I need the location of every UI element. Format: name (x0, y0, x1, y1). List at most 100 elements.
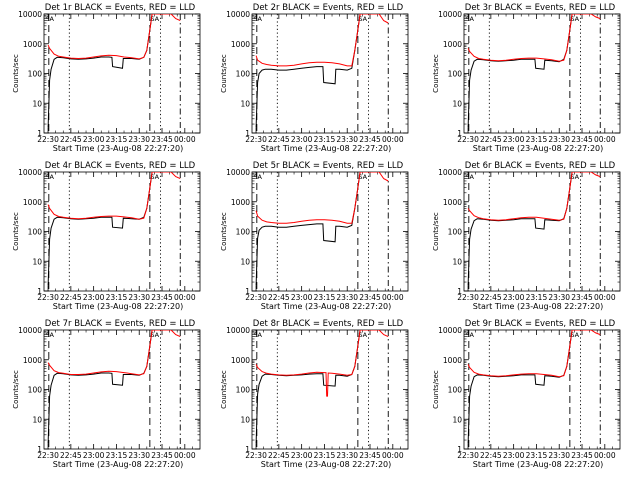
x-axis-label: Start Time (23-Aug-08 22:27:20) (53, 302, 184, 311)
x-tick-label: 00:00 (594, 135, 616, 144)
chart-panel: Det 4r BLACK = Events, RED = LLD 1 10 100 10… (12, 161, 201, 311)
x-tick-label: 00:00 (594, 451, 616, 460)
chart-panel: Det 6r BLACK = Events, RED = LLD 1 10 100 10… (432, 161, 621, 311)
lld-rate-line (467, 330, 601, 378)
chart-title: Det 1r BLACK = Events, RED = LLD (45, 3, 196, 13)
x-axis-label: Start Time (23-Aug-08 22:27:20) (473, 302, 604, 311)
x-tick-label: 23:00 (503, 293, 525, 302)
y-tick-label: 10000 (226, 10, 250, 19)
saa-flag-label: SA (253, 331, 262, 339)
lld-rate-line (47, 14, 181, 60)
x-tick-label: 23:45 (359, 135, 381, 144)
x-tick-label: 22:30 (457, 135, 479, 144)
y-tick-label: 1 (37, 129, 42, 138)
y-tick-label: 1000 (443, 40, 462, 49)
plot-frame (43, 13, 201, 134)
lld-rate-line (467, 14, 601, 62)
plot-frame (43, 329, 201, 450)
x-tick-label: 23:00 (83, 135, 105, 144)
chart-panel: Det 2r BLACK = Events, RED = LLD 1 10 100 10… (220, 3, 409, 153)
y-axis-label: Counts/sec (220, 370, 228, 409)
event-rate-line (255, 330, 361, 444)
x-tick-label: 23:30 (336, 451, 358, 460)
saa-flag-label: SA (45, 173, 54, 181)
x-tick-label: 00:00 (174, 293, 196, 302)
x-tick-label: 00:00 (382, 293, 404, 302)
x-tick-label: 23:30 (336, 293, 358, 302)
x-tick-label: 23:30 (128, 135, 150, 144)
saa-flag-label: SA (45, 331, 54, 339)
y-tick-label: 10000 (18, 10, 42, 19)
plot-frame (463, 329, 621, 450)
y-tick-label: 10 (32, 99, 42, 108)
y-tick-label: 1000 (443, 198, 462, 207)
y-axis-label: Counts/sec (432, 54, 440, 93)
lld-rate-line (467, 172, 601, 221)
y-tick-label: 10000 (438, 326, 462, 335)
x-tick-label: 23:30 (128, 293, 150, 302)
chart-title: Det 2r BLACK = Events, RED = LLD (253, 3, 404, 13)
event-rate-line (47, 14, 153, 128)
x-tick-label: 23:15 (106, 135, 128, 144)
y-tick-label: 10 (32, 257, 42, 266)
x-tick-label: 22:45 (60, 135, 82, 144)
x-tick-label: 00:00 (594, 293, 616, 302)
x-tick-label: 23:30 (128, 451, 150, 460)
x-tick-label: 22:45 (60, 293, 82, 302)
x-tick-label: 23:15 (526, 135, 548, 144)
plot-frame (463, 13, 621, 134)
y-tick-label: 10000 (438, 168, 462, 177)
event-rate-line (255, 14, 361, 128)
x-tick-label: 23:00 (83, 451, 105, 460)
x-tick-label: 22:45 (480, 135, 502, 144)
x-tick-label: 00:00 (382, 135, 404, 144)
y-tick-label: 10000 (18, 326, 42, 335)
y-tick-label: 10 (32, 415, 42, 424)
saa-flag-label: SA (45, 15, 54, 23)
x-axis-label: Start Time (23-Aug-08 22:27:20) (261, 460, 392, 469)
chart-panel: Det 3r BLACK = Events, RED = LLD 1 10 100 10… (432, 3, 621, 153)
lld-rate-line (255, 330, 389, 397)
x-tick-label: 23:30 (548, 451, 570, 460)
saa-flag-label: SA (465, 15, 474, 23)
x-tick-label: 23:15 (526, 293, 548, 302)
x-tick-label: 22:30 (37, 135, 59, 144)
x-tick-label: 23:45 (359, 293, 381, 302)
y-tick-label: 1000 (23, 198, 42, 207)
saa-flag-label: SA (358, 173, 367, 181)
x-tick-label: 22:30 (37, 293, 59, 302)
lld-rate-line (255, 172, 389, 224)
y-axis-label: Counts/sec (12, 212, 20, 251)
y-tick-label: 10000 (226, 168, 250, 177)
x-tick-label: 23:45 (571, 451, 593, 460)
chart-panel: Det 1r BLACK = Events, RED = LLD 1 10 100 10… (12, 3, 201, 153)
x-tick-label: 22:30 (457, 451, 479, 460)
x-tick-label: 23:45 (359, 451, 381, 460)
y-tick-label: 10000 (226, 326, 250, 335)
y-tick-label: 100 (28, 228, 43, 237)
saa-flag-label: SA (465, 331, 474, 339)
event-rate-line (467, 330, 573, 444)
saa-flag-label: SA (253, 173, 262, 181)
x-tick-label: 23:00 (291, 293, 313, 302)
y-tick-label: 100 (28, 386, 43, 395)
saa-flag-label: SA (358, 331, 367, 339)
x-tick-label: 23:15 (106, 451, 128, 460)
event-rate-line (467, 14, 573, 128)
x-tick-label: 22:45 (480, 451, 502, 460)
plot-frame (251, 13, 409, 134)
y-tick-label: 1000 (443, 356, 462, 365)
y-tick-label: 1 (245, 287, 250, 296)
plot-frame (251, 329, 409, 450)
x-tick-label: 23:00 (291, 451, 313, 460)
x-tick-label: 22:30 (457, 293, 479, 302)
x-tick-label: 22:45 (268, 451, 290, 460)
y-tick-label: 100 (448, 70, 463, 79)
chart-panel: Det 8r BLACK = Events, RED = LLD 1 10 100 10… (220, 319, 409, 469)
lld-rate-line (47, 330, 181, 376)
y-tick-label: 10 (240, 257, 250, 266)
y-tick-label: 100 (28, 70, 43, 79)
y-tick-label: 1 (457, 287, 462, 296)
y-tick-label: 10 (452, 257, 462, 266)
